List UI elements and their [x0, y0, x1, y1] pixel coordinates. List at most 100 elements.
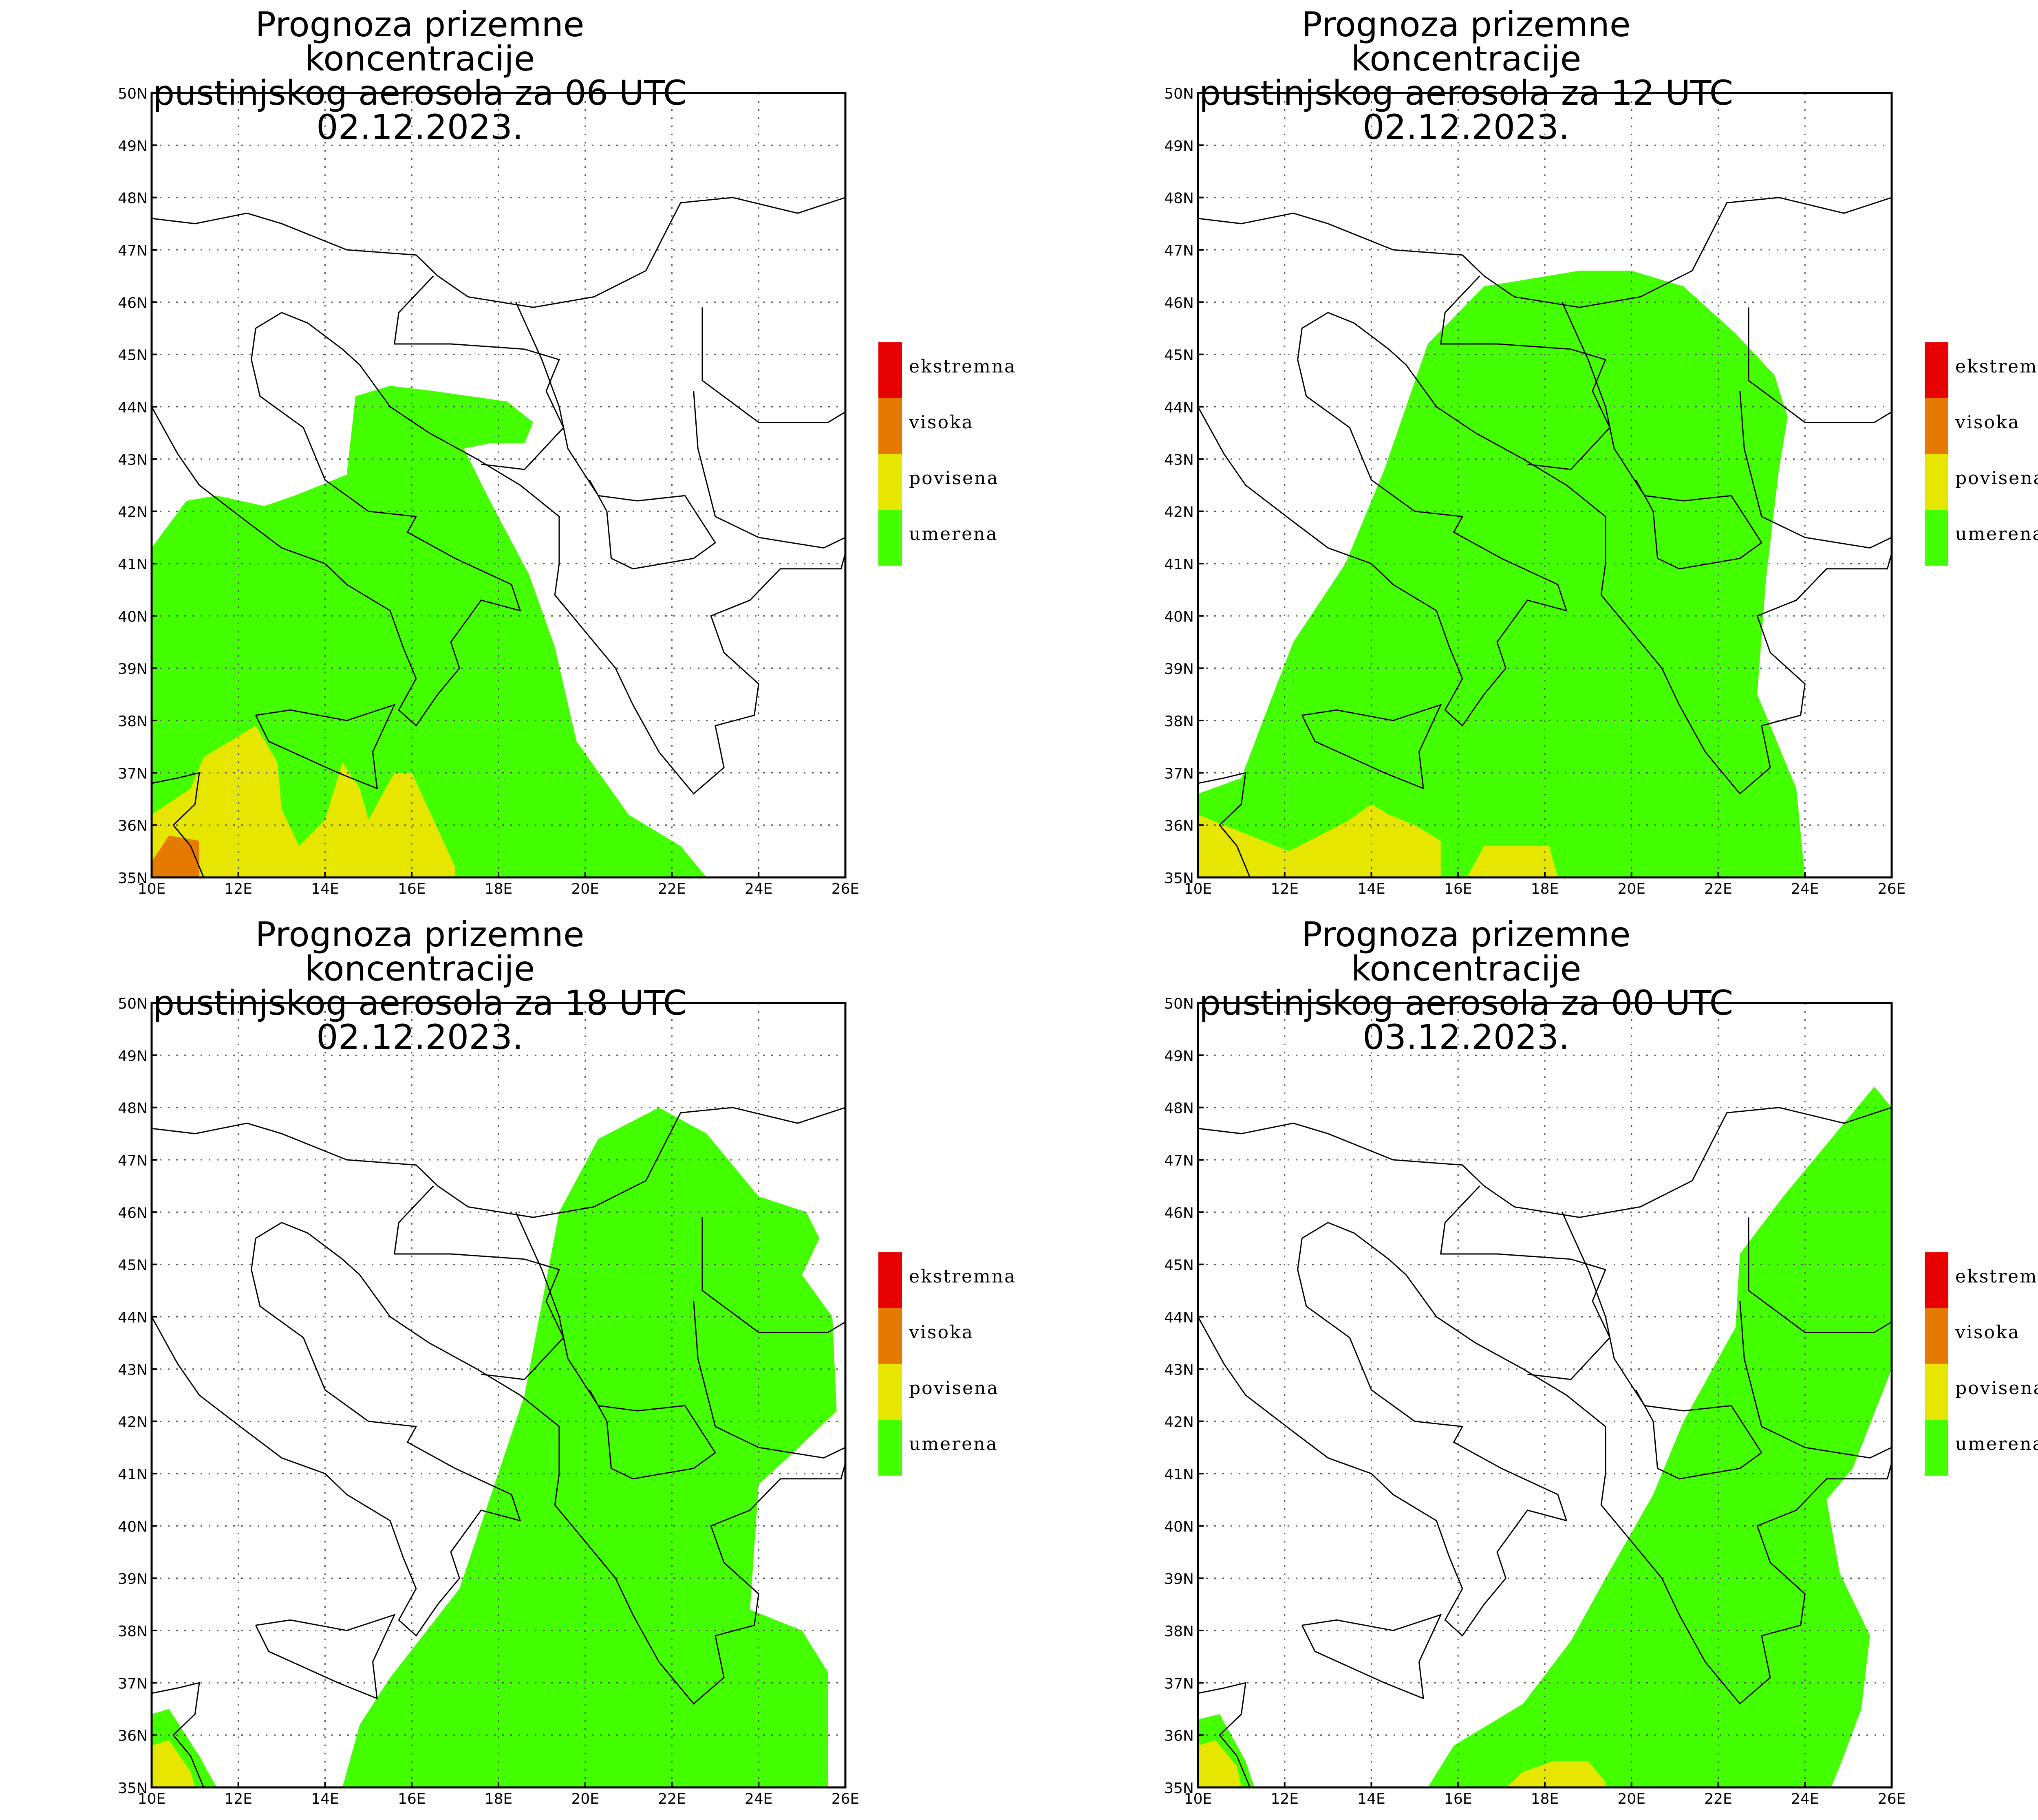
lon-tick-label: 26E	[1878, 881, 1906, 897]
lat-tick-label: 37N	[1164, 765, 1194, 782]
lon-tick-label: 24E	[1791, 1791, 1819, 1807]
coastline-border	[1198, 1682, 1251, 1787]
lat-tick-label: 35N	[1164, 1780, 1194, 1797]
legend-item-umerena: umerena	[1925, 1420, 2038, 1476]
lat-tick-label: 47N	[118, 242, 148, 259]
coastline-border	[152, 197, 845, 308]
legend-swatch	[1925, 342, 1948, 398]
region-povisena	[1198, 804, 1441, 877]
lat-tick-label: 41N	[118, 1466, 148, 1483]
legend-label: visoka	[1955, 412, 2020, 433]
lon-tick-label: 18E	[485, 1791, 513, 1807]
lat-tick-label: 36N	[1164, 1728, 1194, 1745]
lat-tick-label: 42N	[118, 1414, 148, 1431]
lat-tick-label: 48N	[1164, 1100, 1194, 1117]
legend-item-visoka: visoka	[878, 1308, 1041, 1364]
coastline-border	[1301, 1613, 1442, 1700]
lon-tick-label: 12E	[224, 881, 252, 897]
aerosol-map: 35N 36N 37N 38N 39N 40N 41N 42N 43N 44N 45N 46N 47N 4…	[118, 86, 859, 897]
region-umerena	[1198, 271, 1805, 877]
coastline-border	[1198, 1238, 1568, 1637]
lon-tick-label: 26E	[1878, 1791, 1906, 1807]
coastline-border	[152, 1107, 845, 1218]
panel-title-line2: pustinjskog aerosola za 18 UTC 02.12.202…	[152, 983, 687, 1057]
coastline-border	[152, 772, 204, 877]
legend-swatch	[878, 1308, 902, 1364]
lat-tick-label: 39N	[118, 661, 148, 678]
panel-title-line2: pustinjskog aerosola za 00 UTC 03.12.202…	[1199, 983, 1734, 1057]
lat-tick-label: 50N	[118, 996, 148, 1012]
coastline-border	[393, 275, 565, 470]
region-povisena	[1506, 1761, 1606, 1787]
forecast-panel-00: 35N 36N 37N 38N 39N 40N 41N 42N 43N 44N 45N 46N 47N 4…	[1046, 910, 2038, 1820]
lat-tick-label: 49N	[118, 1048, 148, 1064]
lon-tick-label: 24E	[1791, 881, 1819, 897]
coastline-border	[1739, 391, 1892, 549]
coastline-border	[152, 328, 521, 727]
legend-label: povisena	[909, 468, 999, 489]
lat-tick-label: 44N	[118, 1309, 148, 1326]
lat-tick-label: 36N	[1164, 818, 1194, 835]
lat-tick-label: 38N	[1164, 1623, 1194, 1640]
lon-tick-label: 10E	[1184, 1791, 1212, 1807]
lat-tick-label: 43N	[118, 452, 148, 468]
coastline-border	[1748, 307, 1892, 423]
lat-tick-label: 40N	[118, 1518, 148, 1535]
lat-tick-label: 41N	[118, 556, 148, 573]
lon-tick-label: 24E	[745, 881, 773, 897]
legend-label: visoka	[909, 412, 974, 433]
legend-item-povisena: povisena	[1925, 1364, 2038, 1420]
forecast-panel-18: 35N 36N 37N 38N 39N 40N 41N 42N 43N 44N 45N 46N 47N 4…	[0, 910, 1046, 1820]
lat-tick-label: 45N	[1164, 1257, 1194, 1274]
lat-tick-label: 44N	[118, 399, 148, 416]
lat-tick-label: 41N	[1164, 1466, 1194, 1483]
lon-tick-label: 10E	[138, 1791, 166, 1807]
lon-tick-label: 14E	[311, 881, 339, 897]
legend-item-povisena: povisena	[878, 1364, 1041, 1420]
coastline-border	[152, 1238, 521, 1637]
coastline-border	[1739, 1301, 1892, 1459]
legend-item-povisena: povisena	[1925, 454, 2038, 510]
lat-tick-label: 50N	[118, 86, 148, 102]
lat-tick-label: 38N	[118, 1623, 148, 1640]
lat-tick-label: 44N	[1164, 399, 1194, 416]
legend-label: ekstremna	[909, 1266, 1017, 1287]
aerosol-map: 35N 36N 37N 38N 39N 40N 41N 42N 43N 44N 45N 46N 47N 4…	[1164, 86, 1906, 897]
lat-tick-label: 36N	[118, 818, 148, 835]
lat-tick-label: 43N	[118, 1362, 148, 1378]
aerosol-map: 35N 36N 37N 38N 39N 40N 41N 42N 43N 44N 45N 46N 47N 4…	[1164, 996, 1906, 1807]
lon-tick-label: 16E	[1444, 1791, 1472, 1807]
panel-title-line2: pustinjskog aerosola za 06 UTC 02.12.202…	[152, 73, 687, 147]
lat-tick-label: 38N	[118, 713, 148, 730]
lon-tick-label: 10E	[1184, 881, 1212, 897]
lat-tick-label: 50N	[1164, 86, 1194, 102]
panel-title: Prognoza prizemne koncentracije pustinjs…	[0, 917, 693, 1054]
legend-swatch	[1925, 454, 1948, 510]
lat-tick-label: 42N	[1164, 504, 1194, 521]
lat-tick-label: 36N	[118, 1728, 148, 1745]
lat-tick-label: 37N	[118, 1675, 148, 1692]
panel-title-line1: Prognoza prizemne koncentracije	[1301, 4, 1631, 79]
lon-tick-label: 12E	[224, 1791, 252, 1807]
lon-tick-label: 16E	[398, 1791, 426, 1807]
lon-tick-label: 12E	[1270, 1791, 1299, 1807]
lat-tick-label: 38N	[1164, 713, 1194, 730]
legend-swatch	[1925, 510, 1948, 566]
legend-label: visoka	[909, 1322, 974, 1343]
legend-item-visoka: visoka	[878, 398, 1041, 454]
coastline-border	[255, 312, 845, 795]
legend-label: umerena	[909, 524, 998, 544]
coastline-border	[255, 1222, 845, 1705]
lat-tick-label: 45N	[118, 1257, 148, 1274]
coastline-border	[693, 1301, 845, 1459]
region-povisena	[152, 1740, 195, 1787]
lon-tick-label: 22E	[658, 881, 686, 897]
lat-tick-label: 37N	[118, 765, 148, 782]
coastline-border	[255, 703, 396, 790]
legend-label: umerena	[1955, 1434, 2038, 1454]
legend-item-ekstremna: ekstremna	[878, 1252, 1041, 1308]
coastline-border	[1440, 1185, 1611, 1380]
legend-label: povisena	[1955, 468, 2038, 489]
coastline-border	[1562, 1212, 1762, 1480]
region-povisena	[1467, 846, 1558, 877]
